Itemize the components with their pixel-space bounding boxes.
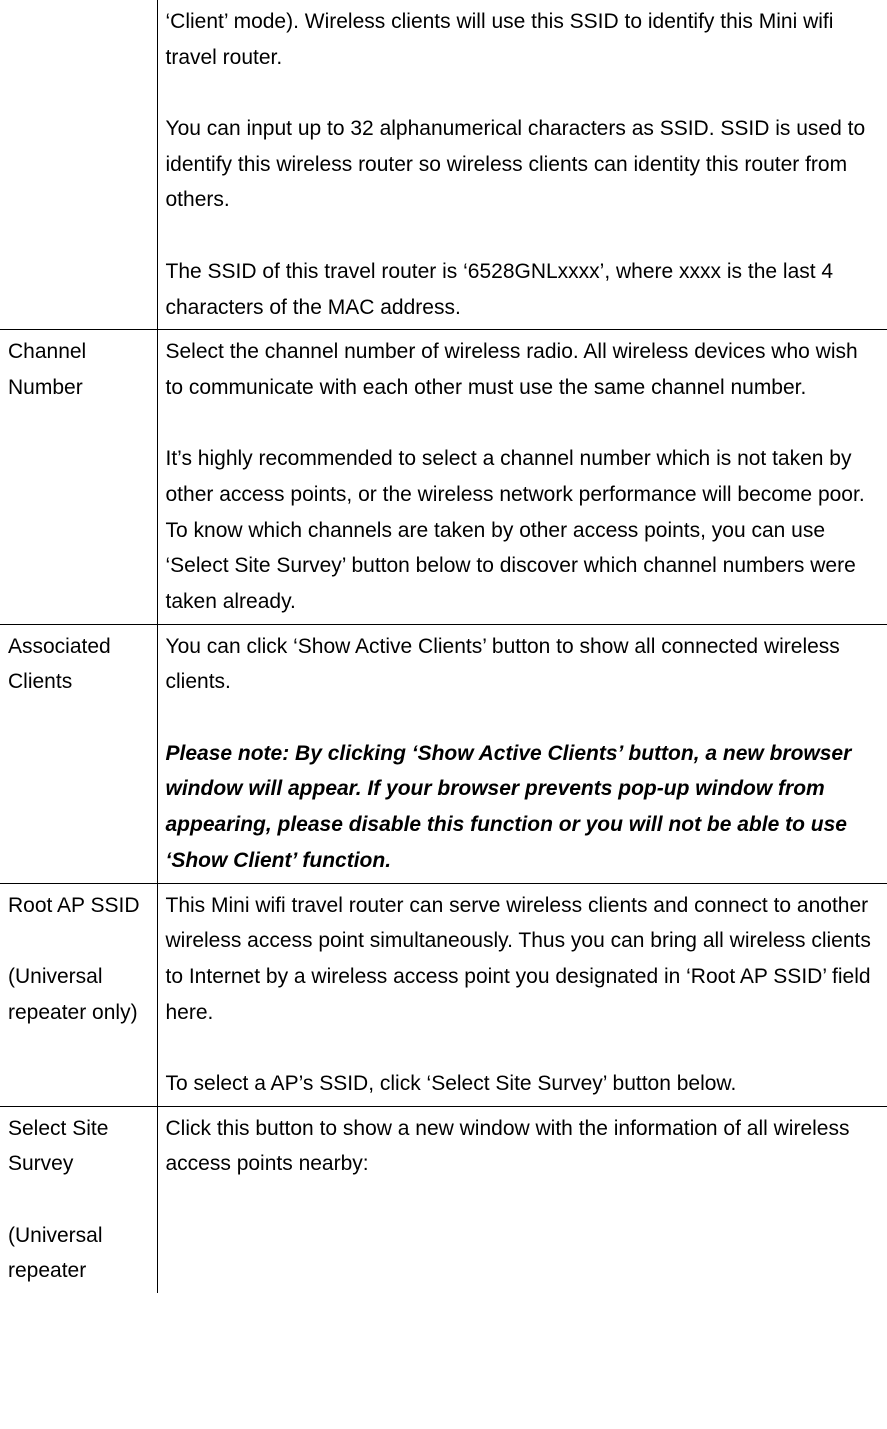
setting-label: Associated Clients — [0, 624, 157, 883]
setting-label — [0, 0, 157, 330]
settings-table-body: ‘Client’ mode). Wireless clients will us… — [0, 0, 887, 1293]
setting-label-text: Associated Clients — [8, 629, 149, 700]
description-paragraph: ‘Client’ mode). Wireless clients will us… — [166, 4, 880, 75]
description-paragraph: You can click ‘Show Active Clients’ butt… — [166, 629, 880, 700]
setting-label-text: (Universal repeater — [8, 1218, 149, 1289]
settings-table: ‘Client’ mode). Wireless clients will us… — [0, 0, 887, 1293]
table-row: Channel NumberSelect the channel number … — [0, 330, 887, 625]
table-row: Associated ClientsYou can click ‘Show Ac… — [0, 624, 887, 883]
setting-label-text: Select Site Survey — [8, 1111, 149, 1182]
description-paragraph: Please note: By clicking ‘Show Active Cl… — [166, 736, 880, 879]
setting-description: You can click ‘Show Active Clients’ butt… — [157, 624, 887, 883]
setting-description: Select the channel number of wireless ra… — [157, 330, 887, 625]
table-row: Select Site Survey (Universal repeaterCli… — [0, 1106, 887, 1293]
description-paragraph: Select the channel number of wireless ra… — [166, 334, 880, 405]
description-paragraph: To select a AP’s SSID, click ‘Select Sit… — [166, 1066, 880, 1102]
table-row: ‘Client’ mode). Wireless clients will us… — [0, 0, 887, 330]
setting-label-text: Channel Number — [8, 334, 149, 405]
description-paragraph: It’s highly recommended to select a chan… — [166, 441, 880, 619]
setting-description: ‘Client’ mode). Wireless clients will us… — [157, 0, 887, 330]
setting-description: This Mini wifi travel router can serve w… — [157, 883, 887, 1106]
table-row: Root AP SSID (Universal repeater only)Thi… — [0, 883, 887, 1106]
description-paragraph: The SSID of this travel router is ‘6528G… — [166, 254, 880, 325]
setting-description: Click this button to show a new window w… — [157, 1106, 887, 1293]
description-paragraph: This Mini wifi travel router can serve w… — [166, 888, 880, 1031]
setting-label: Select Site Survey (Universal repeater — [0, 1106, 157, 1293]
setting-label-text: Root AP SSID — [8, 888, 149, 924]
setting-label-text: (Universal repeater only) — [8, 959, 149, 1030]
description-paragraph: You can input up to 32 alphanumerical ch… — [166, 111, 880, 218]
setting-label: Channel Number — [0, 330, 157, 625]
description-paragraph: Click this button to show a new window w… — [166, 1111, 880, 1182]
setting-label: Root AP SSID (Universal repeater only) — [0, 883, 157, 1106]
